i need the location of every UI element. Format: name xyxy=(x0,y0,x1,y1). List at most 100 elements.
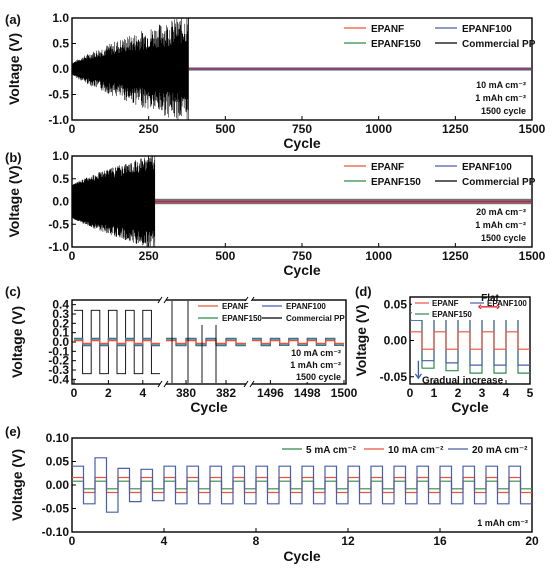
panel-d-xtick: 1 xyxy=(431,386,438,400)
panel-c-label: (c) xyxy=(5,284,21,299)
panel-c-series-epanf xyxy=(166,340,246,344)
panel-c-ytick: 0.2 xyxy=(52,316,69,330)
panel-c-break-gap xyxy=(160,381,166,387)
panel-d-series-epanf xyxy=(410,331,530,350)
panel-e-ytick: 0.10 xyxy=(46,431,70,445)
panel-e-series-20ma xyxy=(72,457,532,513)
panel-b-xtick: 1500 xyxy=(519,249,546,263)
panel-a-xlabel: Cycle xyxy=(283,135,321,151)
panel-c-xtick: 4 xyxy=(139,386,146,400)
panel-a-ytick: 0.0 xyxy=(52,62,69,76)
panel-c-xlabel: Cycle xyxy=(190,399,228,415)
panel-a-legend-label: EPANF xyxy=(371,24,404,35)
panel-a-ytick: 0.5 xyxy=(52,37,69,51)
panel-b-ytick: 0.5 xyxy=(52,172,69,186)
panel-a-ytick: -1.0 xyxy=(48,113,69,127)
panel-a-legend-label: EPANF100 xyxy=(462,24,512,35)
panel-d-ylabel: Voltage (V) xyxy=(353,304,369,376)
panel-c-ytick: -0.1 xyxy=(48,344,69,358)
panel-a-annotation: 1500 cycle xyxy=(481,106,526,116)
panel-d-xlabel: Cycle xyxy=(451,399,489,415)
panel-c-series-epanf xyxy=(74,340,160,344)
panel-a-legend-label: EPANF150 xyxy=(371,39,421,50)
panel-d-annotation-flat: Flat xyxy=(481,293,499,304)
panel-c-annotation: 1500 cycle xyxy=(296,372,341,382)
panel-c-xtick: 382 xyxy=(216,386,236,400)
panel-b-legend-label: Commercial PP xyxy=(462,177,536,188)
panel-e-legend-label: 10 mA cm⁻² xyxy=(388,445,444,456)
panel-d-annotation-increase: Gradual increase xyxy=(422,375,504,386)
panel-c-xtick: 380 xyxy=(176,386,196,400)
panel-d-label: (d) xyxy=(355,284,372,299)
panel-a-label: (a) xyxy=(5,12,21,27)
panel-e-xtick: 0 xyxy=(69,534,76,548)
panel-e-xtick: 8 xyxy=(253,534,260,548)
panel-c-ylabel: Voltage (V) xyxy=(9,306,25,378)
panel-c-xtick: 0 xyxy=(71,386,78,400)
panel-b-ylabel: Voltage (V) xyxy=(6,165,22,237)
panel-b-ytick: -1.0 xyxy=(48,240,69,254)
panel-c-series-epanf xyxy=(252,340,344,344)
panel-b-xtick: 1250 xyxy=(442,249,469,263)
panel-c-xtick: 1496 xyxy=(257,386,284,400)
panel-d-legend-label: EPANF xyxy=(432,299,459,308)
panel-d-xtick: 0 xyxy=(407,386,414,400)
panel-d-flat-arrow xyxy=(478,304,500,310)
panel-b-xtick: 0 xyxy=(69,249,76,263)
panel-a-xtick: 1250 xyxy=(442,122,469,136)
panel-c-break-mark xyxy=(243,380,255,388)
panel-b-legend-label: EPANF xyxy=(371,162,404,173)
panel-d-legend-bg xyxy=(412,298,528,320)
panel-c-ytick: -0.2 xyxy=(48,354,69,368)
panel-e-legend-bg xyxy=(272,440,530,456)
panel-b-label: (b) xyxy=(5,150,22,165)
panel-a-xtick: 500 xyxy=(215,122,235,136)
panel-c-annotation: 1 mAh cm⁻² xyxy=(290,360,341,370)
panel-b-ytick: 1.0 xyxy=(52,149,69,163)
panel-a-ytick: 1.0 xyxy=(52,11,69,25)
panel-e-xtick: 4 xyxy=(161,534,168,548)
panel-d-xtick: 5 xyxy=(527,386,534,400)
panel-e-ytick: -0.05 xyxy=(42,502,70,516)
panel-c-break-mark xyxy=(157,296,169,304)
panel-b-xlabel: Cycle xyxy=(283,262,321,278)
panel-c-xtick: 1500 xyxy=(331,386,358,400)
panel-a-ylabel: Voltage (V) xyxy=(6,33,22,105)
panel-e-ytick: 0.05 xyxy=(46,455,70,469)
panel-a-xtick: 1000 xyxy=(365,122,392,136)
panel-e-annotation: 1 mAh cm⁻² xyxy=(477,518,528,528)
panel-c-ytick: 0.3 xyxy=(52,307,69,321)
panel-a-xtick: 750 xyxy=(292,122,312,136)
panel-e-xtick: 20 xyxy=(525,534,539,548)
panel-e-legend-label: 5 mA cm⁻² xyxy=(306,445,357,456)
panel-c-break-gap xyxy=(160,297,166,303)
panel-d-xtick: 3 xyxy=(479,386,486,400)
panel-b-xtick: 250 xyxy=(139,249,159,263)
panel-a-annotation: 1 mAh cm⁻² xyxy=(475,93,526,103)
panel-b-legend-label: EPANF150 xyxy=(371,177,421,188)
panel-e-label: (e) xyxy=(5,424,21,439)
panel-e-xtick: 12 xyxy=(341,534,355,548)
panel-a-legend-label: Commercial PP xyxy=(462,39,536,50)
panel-d-ytick: 0.05 xyxy=(384,297,408,311)
panel-b-xtick: 1000 xyxy=(365,249,392,263)
panel-e-annotation-bg xyxy=(470,515,530,529)
panel-c-ytick: 0.1 xyxy=(52,326,69,340)
panel-c-ytick: -0.4 xyxy=(48,372,69,386)
panel-d-ytick: 0.00 xyxy=(384,334,408,348)
panel-c-ytick: 0.4 xyxy=(52,298,69,312)
panel-a-ytick: -0.5 xyxy=(48,88,69,102)
panel-a-xtick: 250 xyxy=(139,122,159,136)
panel-b-xtick: 500 xyxy=(215,249,235,263)
panel-c-legend-label: EPANF100 xyxy=(286,302,326,311)
panel-b-series-commercial-pp xyxy=(71,155,156,248)
panel-b-annotation: 1500 cycle xyxy=(481,233,526,243)
panel-b-xtick: 750 xyxy=(292,249,312,263)
panel-e-xlabel: Cycle xyxy=(283,548,321,564)
panel-b-annotation: 1 mAh cm⁻² xyxy=(475,220,526,230)
panel-d-legend-label: EPANF100 xyxy=(487,299,527,308)
panel-c-break-mark xyxy=(157,380,169,388)
panel-a-annotation: 10 mA cm⁻² xyxy=(476,80,526,90)
panel-a-xtick: 0 xyxy=(69,122,76,136)
